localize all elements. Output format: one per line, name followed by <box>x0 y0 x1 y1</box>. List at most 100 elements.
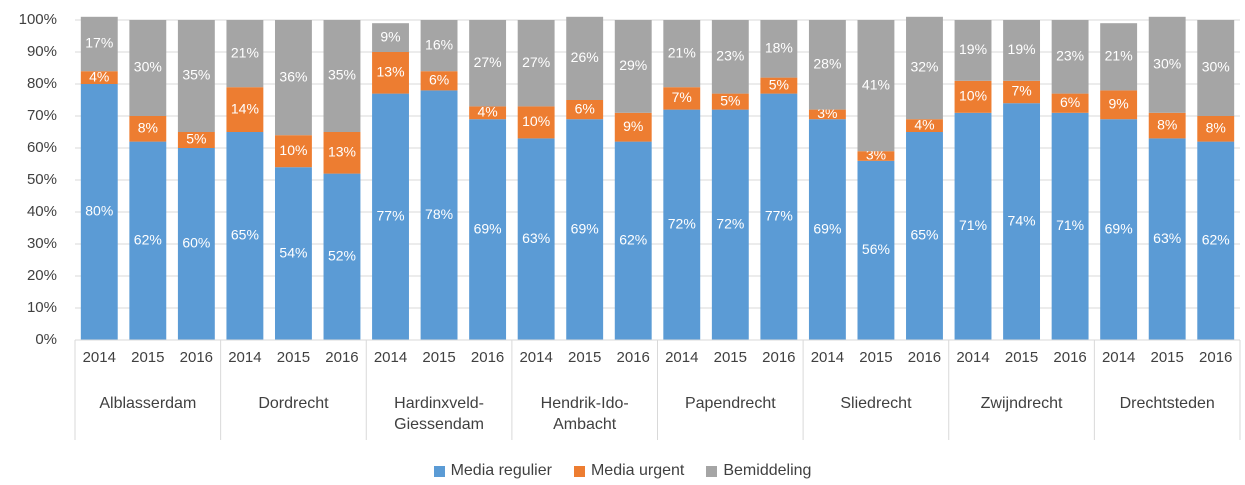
data-label: 65% <box>910 227 938 243</box>
legend: Media regulier Media urgent Bemiddeling <box>0 462 1245 480</box>
data-label: 9% <box>1109 96 1129 112</box>
x-tick-label: 2016 <box>1199 349 1232 366</box>
data-label: 4% <box>477 104 497 120</box>
legend-item: Media regulier <box>433 462 552 480</box>
data-label: 23% <box>716 48 744 64</box>
data-label: 5% <box>186 131 206 147</box>
bar-segment <box>1100 23 1138 91</box>
bar-segment <box>808 119 846 340</box>
y-tick-label: 50% <box>27 171 57 188</box>
x-tick-label: 2015 <box>1005 349 1038 366</box>
data-label: 10% <box>522 113 550 129</box>
bar-segment <box>323 132 361 174</box>
legend-label: Media urgent <box>590 462 685 479</box>
data-label: 35% <box>182 67 210 83</box>
bar-segment <box>614 112 652 142</box>
data-label: 30% <box>1153 56 1181 72</box>
data-label: 7% <box>1011 83 1031 99</box>
data-label: 9% <box>380 28 400 44</box>
bar-segment <box>1100 119 1138 340</box>
x-tick-label: 2016 <box>325 349 358 366</box>
bar-segment <box>1003 103 1041 340</box>
group-label: Papendrecht <box>684 395 776 412</box>
bar-segment <box>808 109 846 120</box>
bar-segment <box>129 141 167 340</box>
x-tick-label: 2014 <box>228 349 261 366</box>
bar-segment <box>906 132 943 340</box>
bar-segment <box>614 20 652 113</box>
bar-segment <box>566 16 604 100</box>
y-tick-label: 10% <box>27 299 57 316</box>
data-label: 27% <box>522 54 550 70</box>
data-label: 4% <box>914 116 934 132</box>
bar-segment <box>420 20 458 72</box>
data-label: 69% <box>571 220 599 236</box>
data-label: 28% <box>813 56 841 72</box>
data-label: 6% <box>575 100 595 116</box>
data-label: 8% <box>1157 116 1177 132</box>
bar-segment <box>566 119 604 340</box>
data-label: 30% <box>134 59 162 75</box>
x-tick-label: 2016 <box>471 349 504 366</box>
data-label: 72% <box>668 216 696 232</box>
data-label: 62% <box>1202 232 1230 248</box>
bar-segment <box>1148 16 1186 113</box>
data-label: 21% <box>668 44 696 60</box>
bar-segment <box>1051 112 1089 340</box>
bar-segment <box>274 20 312 136</box>
data-label: 9% <box>623 118 643 134</box>
bar-segment <box>469 106 507 120</box>
y-tick-label: 0% <box>35 331 57 348</box>
bar-segment <box>663 20 701 88</box>
bar-segment <box>954 20 992 81</box>
bar-segment <box>954 80 992 113</box>
bar-segment <box>177 132 215 148</box>
data-label: 69% <box>813 220 841 236</box>
data-label: 6% <box>1060 94 1080 110</box>
bar-segment <box>857 20 895 152</box>
bar-segment <box>711 20 749 94</box>
data-label: 74% <box>1008 212 1036 228</box>
bar-segment <box>372 23 409 52</box>
y-tick-label: 100% <box>19 11 57 28</box>
bar-segment <box>711 109 749 340</box>
bar-segment <box>1148 138 1186 340</box>
x-tick-label: 2016 <box>617 349 650 366</box>
bar-segment <box>760 77 798 94</box>
x-tick-label: 2014 <box>665 349 698 366</box>
data-label: 6% <box>429 72 449 88</box>
bar-segment <box>226 20 264 88</box>
data-label: 29% <box>619 57 647 73</box>
bar-segment <box>906 16 943 120</box>
data-label: 62% <box>134 232 162 248</box>
group-label: Zwijndrecht <box>980 395 1063 412</box>
legend-swatch <box>706 465 718 477</box>
group-label: Sliedrecht <box>840 395 912 412</box>
bar-segment <box>323 173 361 340</box>
data-label: 71% <box>959 217 987 233</box>
legend-swatch <box>433 465 445 477</box>
bar-segment <box>760 93 798 340</box>
bar-segment <box>1051 93 1089 113</box>
bar-segment <box>906 119 943 132</box>
data-label: 78% <box>425 206 453 222</box>
y-tick-label: 30% <box>27 235 57 252</box>
x-tick-label: 2015 <box>859 349 892 366</box>
x-tick-label: 2014 <box>83 349 116 366</box>
data-label: 10% <box>279 142 307 158</box>
bar-segment <box>1148 112 1186 139</box>
data-label: 41% <box>862 76 890 92</box>
y-tick-label: 20% <box>27 267 57 284</box>
bar-segment <box>323 20 361 132</box>
bar-segment <box>1100 90 1138 120</box>
bar-segment <box>274 167 312 340</box>
data-label: 26% <box>571 49 599 65</box>
legend-item: Media urgent <box>573 462 685 480</box>
data-label: 17% <box>85 35 113 51</box>
data-label: 63% <box>1153 230 1181 246</box>
bar-segment <box>1003 80 1041 104</box>
data-label: 8% <box>1206 120 1226 136</box>
group-label: Alblasserdam <box>99 395 197 412</box>
x-tick-label: 2015 <box>277 349 310 366</box>
x-tick-label: 2016 <box>908 349 941 366</box>
